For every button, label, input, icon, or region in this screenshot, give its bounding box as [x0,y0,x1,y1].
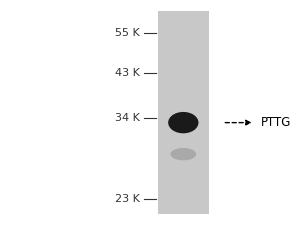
Text: 34 K: 34 K [115,113,139,123]
Text: PTTG: PTTG [261,116,291,129]
Ellipse shape [168,112,198,133]
Text: 23 K: 23 K [115,194,139,204]
Text: 43 K: 43 K [115,68,139,78]
Text: 55 K: 55 K [115,28,139,38]
Bar [158,11,209,214]
Ellipse shape [170,148,196,160]
